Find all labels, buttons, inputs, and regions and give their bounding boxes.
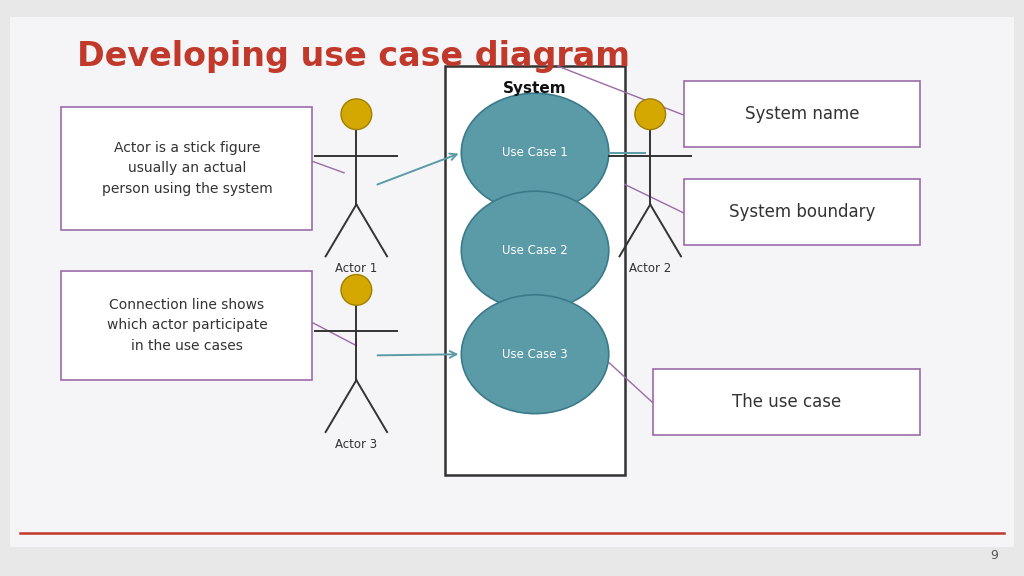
Text: Use Case 1: Use Case 1 [502,146,568,159]
Text: The use case: The use case [732,393,841,411]
FancyBboxPatch shape [653,369,920,435]
Text: System: System [503,81,567,96]
Text: Actor 3: Actor 3 [335,438,378,451]
Ellipse shape [635,99,666,130]
Text: Developing use case diagram: Developing use case diagram [77,40,630,73]
FancyBboxPatch shape [61,107,312,230]
Text: Actor 2: Actor 2 [629,262,672,275]
FancyBboxPatch shape [445,66,625,475]
Text: System name: System name [744,105,859,123]
Text: Actor is a stick figure
usually an actual
person using the system: Actor is a stick figure usually an actua… [101,141,272,196]
Text: System boundary: System boundary [729,203,874,221]
Text: Actor 1: Actor 1 [335,262,378,275]
FancyBboxPatch shape [684,81,920,147]
Ellipse shape [461,93,608,212]
Text: 9: 9 [990,548,998,562]
FancyBboxPatch shape [684,179,920,245]
Text: Use Case 3: Use Case 3 [502,348,568,361]
Ellipse shape [461,295,608,414]
Ellipse shape [341,275,372,305]
Text: Use Case 2: Use Case 2 [502,244,568,257]
Text: Connection line shows
which actor participate
in the use cases: Connection line shows which actor partic… [106,298,267,353]
Ellipse shape [461,191,608,310]
Ellipse shape [341,99,372,130]
FancyBboxPatch shape [61,271,312,380]
FancyBboxPatch shape [10,17,1014,547]
